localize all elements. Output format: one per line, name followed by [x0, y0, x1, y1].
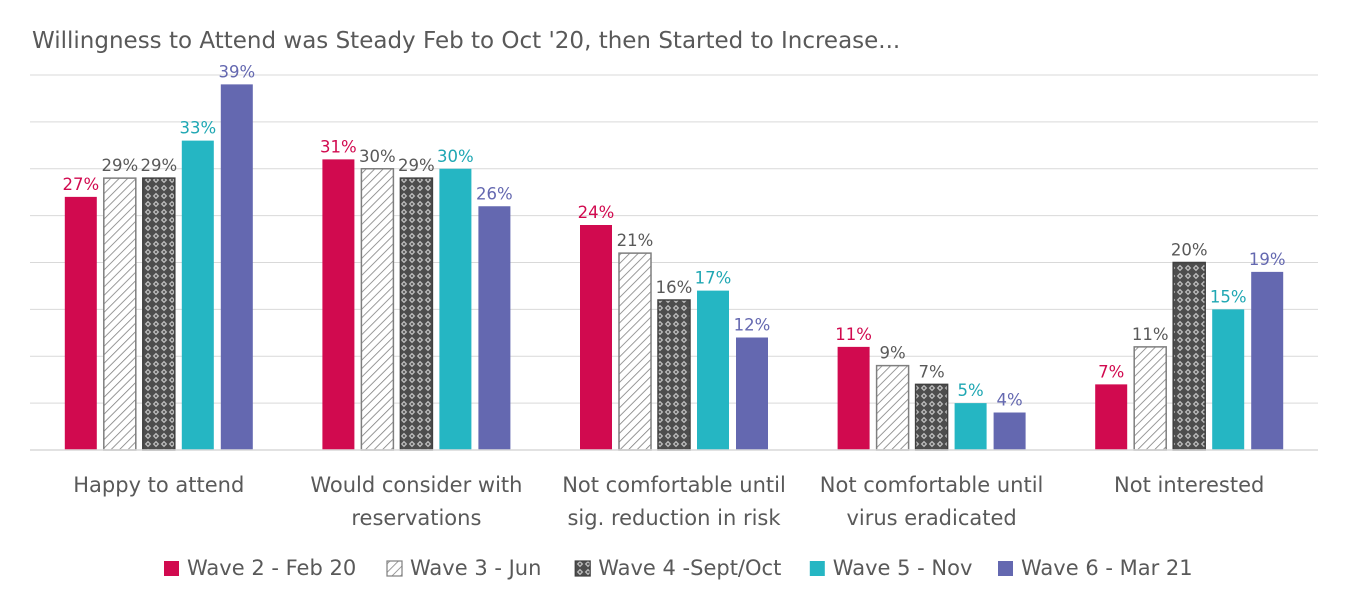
bar: [914, 383, 949, 451]
chart-title: Willingness to Attend was Steady Feb to …: [32, 28, 900, 54]
bar: [478, 206, 511, 450]
data-label: 17%: [695, 269, 732, 288]
data-label: 29%: [398, 156, 435, 175]
bar: [618, 252, 652, 451]
category-label: Happy to attend: [73, 473, 244, 497]
bar: [875, 364, 910, 451]
legend-label: Wave 3 - Jun: [410, 556, 541, 580]
data-label: 19%: [1249, 250, 1286, 269]
data-label: 11%: [1132, 325, 1169, 344]
bar: [322, 159, 355, 450]
data-label: 16%: [656, 278, 693, 297]
legend-swatch: [574, 560, 591, 577]
data-label: 20%: [1171, 241, 1208, 260]
data-label: 29%: [140, 156, 177, 175]
legend: Wave 2 - Feb 20 Wave 3 - Jun Wave 4 -Sept/…: [164, 556, 1193, 580]
bar: [1095, 384, 1128, 450]
bar: [360, 168, 395, 451]
bar: [399, 177, 434, 451]
bar: [103, 177, 137, 451]
bar: [580, 225, 612, 450]
bar: [220, 84, 253, 450]
data-label: 26%: [476, 184, 513, 203]
legend-swatch: [164, 561, 179, 576]
category-label: Not interested: [1114, 473, 1264, 497]
category-labels: Happy to attend Would consider with reserv…: [73, 473, 1264, 530]
bar-groups: [64, 84, 1284, 451]
data-label: 39%: [218, 62, 255, 81]
bar: [1251, 271, 1284, 450]
category-label: reservations: [351, 506, 481, 530]
bar: [736, 337, 768, 450]
bar: [954, 403, 987, 450]
bar: [1133, 346, 1167, 451]
legend-label: Wave 5 - Nov: [833, 556, 973, 580]
legend-label: Wave 4 -Sept/Oct: [598, 556, 781, 580]
data-label: 9%: [880, 344, 906, 363]
bar: [993, 412, 1026, 450]
category-label: sig. reduction in risk: [567, 506, 781, 530]
category-label: Would consider with: [310, 473, 522, 497]
data-label: 4%: [997, 391, 1023, 410]
bar: [439, 168, 472, 450]
legend-swatch: [809, 561, 825, 576]
bar: [697, 290, 729, 450]
bar: [1172, 261, 1206, 451]
data-label: 31%: [320, 137, 357, 156]
data-label: 27%: [62, 175, 99, 194]
legend-swatch: [998, 561, 1013, 576]
data-label: 29%: [101, 156, 138, 175]
data-label: 12%: [734, 316, 771, 335]
data-label: 5%: [958, 381, 984, 400]
bar: [142, 177, 176, 451]
bar: [837, 346, 870, 450]
data-label: 24%: [578, 203, 615, 222]
legend-label: Wave 2 - Feb 20: [187, 556, 356, 580]
data-label: 7%: [919, 362, 945, 381]
category-label: Not comfortable until: [820, 473, 1044, 497]
category-label: virus eradicated: [846, 506, 1016, 530]
legend-label: Wave 6 - Mar 21: [1021, 556, 1193, 580]
data-label: 7%: [1098, 362, 1124, 381]
data-label: 33%: [179, 119, 216, 138]
data-label: 30%: [359, 147, 396, 166]
bar: [181, 140, 214, 450]
data-label: 30%: [437, 147, 474, 166]
data-label: 15%: [1210, 287, 1247, 306]
data-label: 21%: [617, 231, 654, 250]
legend-swatch: [386, 560, 403, 577]
bar: [657, 299, 691, 451]
bar: [64, 196, 97, 450]
category-label: Not comfortable until: [562, 473, 786, 497]
bar: [1212, 309, 1245, 450]
data-label: 11%: [835, 325, 872, 344]
value-labels: 27%29% 29%33%39%31% 30% 29% 30%26%24%21%16% 1…: [62, 62, 1285, 409]
